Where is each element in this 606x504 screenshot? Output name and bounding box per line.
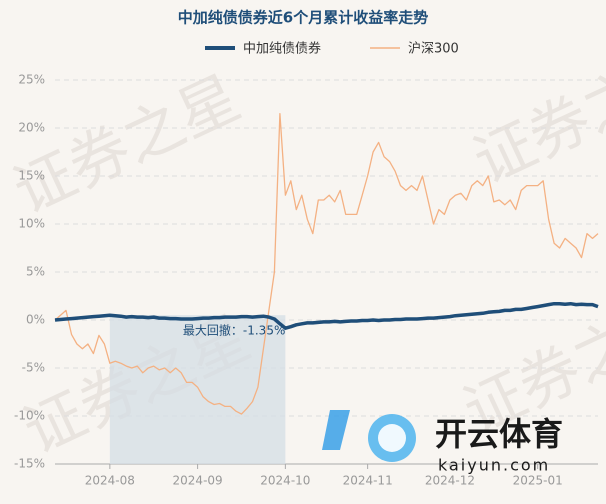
x-tick-label: 2024-08 [85, 474, 135, 488]
y-tick-label: -5% [22, 361, 45, 375]
series-line [54, 112, 599, 415]
logo-shape [322, 410, 350, 450]
logo-ball-inner [378, 424, 406, 452]
x-tick-label: 2024-12 [425, 474, 475, 488]
x-tick-label: 2024-10 [260, 474, 310, 488]
watermark: 证券之星 [3, 63, 250, 228]
x-tick-label: 2024-11 [343, 474, 393, 488]
y-tick-label: -10% [14, 409, 45, 423]
y-tick-label: 10% [18, 217, 45, 231]
logo: 开云体育 kaiyun.com [322, 410, 563, 475]
y-tick-label: 0% [26, 313, 45, 327]
legend-label: 中加纯债债券 [243, 41, 321, 57]
x-tick-label: 2025-01 [513, 474, 563, 488]
logo-text: 开云体育 [435, 415, 563, 453]
chart-title: 中加纯债债券近6个月累计收益率走势 [178, 9, 428, 27]
y-tick-label: -15% [14, 457, 45, 471]
legend-label: 沪深300 [408, 41, 459, 57]
series-line [54, 301, 599, 330]
logo-url: kaiyun.com [438, 456, 550, 475]
y-tick-label: 5% [26, 265, 45, 279]
y-tick-label: 25% [18, 73, 45, 87]
y-tick-label: 20% [18, 121, 45, 135]
watermark: 证券之星 [463, 33, 606, 198]
drawdown-label: 最大回撤：-1.35% [183, 323, 285, 338]
y-tick-label: 15% [18, 169, 45, 183]
x-tick-label: 2024-09 [173, 474, 223, 488]
drawdown-area [109, 315, 286, 464]
